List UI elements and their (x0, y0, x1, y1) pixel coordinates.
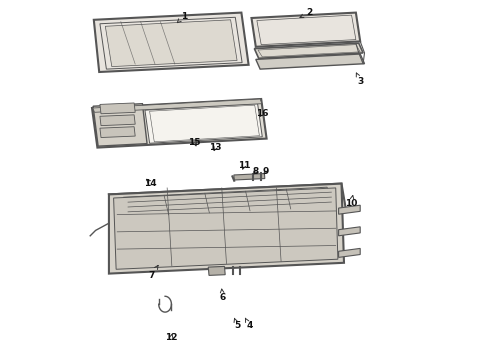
Polygon shape (251, 13, 360, 47)
Polygon shape (93, 99, 262, 112)
Text: 6: 6 (220, 289, 226, 302)
Text: 8: 8 (253, 166, 259, 176)
Polygon shape (100, 103, 135, 114)
Polygon shape (109, 184, 344, 274)
Polygon shape (339, 227, 360, 236)
Polygon shape (339, 205, 360, 214)
Text: 5: 5 (234, 318, 240, 330)
Text: 4: 4 (245, 318, 252, 330)
Polygon shape (234, 174, 265, 180)
Text: 9: 9 (263, 166, 269, 176)
Polygon shape (92, 99, 267, 148)
Text: 3: 3 (356, 73, 363, 86)
Text: 1: 1 (177, 12, 187, 23)
Polygon shape (145, 104, 262, 143)
Polygon shape (208, 266, 225, 275)
Polygon shape (100, 115, 135, 126)
Polygon shape (93, 104, 147, 146)
Polygon shape (114, 188, 338, 269)
Text: 13: 13 (209, 143, 222, 152)
Polygon shape (254, 43, 363, 58)
Polygon shape (105, 20, 237, 67)
Polygon shape (339, 248, 360, 257)
Text: 15: 15 (188, 138, 201, 147)
Text: 12: 12 (165, 333, 177, 342)
Text: 11: 11 (238, 161, 250, 170)
Text: 16: 16 (256, 109, 269, 118)
Text: 7: 7 (148, 265, 158, 280)
Polygon shape (123, 187, 331, 217)
Polygon shape (109, 184, 346, 220)
Polygon shape (94, 13, 248, 72)
Polygon shape (256, 54, 365, 69)
Text: 10: 10 (345, 195, 357, 208)
Text: 2: 2 (300, 8, 313, 18)
Polygon shape (100, 127, 135, 138)
Text: 14: 14 (145, 179, 157, 188)
